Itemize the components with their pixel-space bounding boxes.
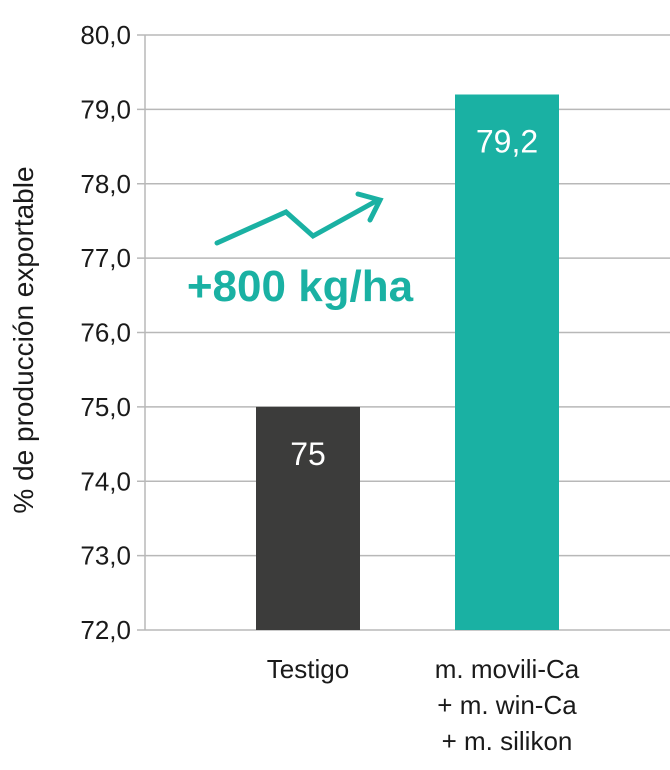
- y-axis-label: % de producción exportable: [8, 166, 39, 513]
- y-tick-label: 76,0: [80, 318, 131, 348]
- bar: [455, 94, 559, 630]
- x-tick-label: m. movili-Ca: [435, 654, 580, 684]
- x-tick-label: Testigo: [267, 654, 349, 684]
- y-tick-label: 77,0: [80, 243, 131, 273]
- y-tick-label: 73,0: [80, 541, 131, 571]
- annotation-text: +800 kg/ha: [187, 262, 414, 311]
- x-axis-labels: Testigo m. movili-Ca + m. win-Ca + m. silik…: [267, 654, 580, 756]
- y-tick-label: 78,0: [80, 169, 131, 199]
- gridlines: [145, 34, 670, 631]
- y-tick-label: 74,0: [80, 466, 131, 496]
- y-axis: 72,0 73,0 74,0 75,0 76,0 77,0 78,0 79,0 80,0: [80, 20, 146, 645]
- x-tick-label: + m. win-Ca: [437, 690, 577, 720]
- y-tick-label: 80,0: [80, 20, 131, 50]
- trend-up-arrow-icon: [214, 191, 384, 246]
- bars: 75 79,2: [256, 94, 559, 630]
- y-tick-label: 75,0: [80, 392, 131, 422]
- x-tick-label: + m. silikon: [442, 726, 573, 756]
- y-tick-label: 72,0: [80, 615, 131, 645]
- y-tick-label: 79,0: [80, 94, 131, 124]
- bar: [256, 406, 360, 630]
- bar-value-label: 79,2: [476, 124, 538, 160]
- bar-value-label: 75: [290, 436, 326, 472]
